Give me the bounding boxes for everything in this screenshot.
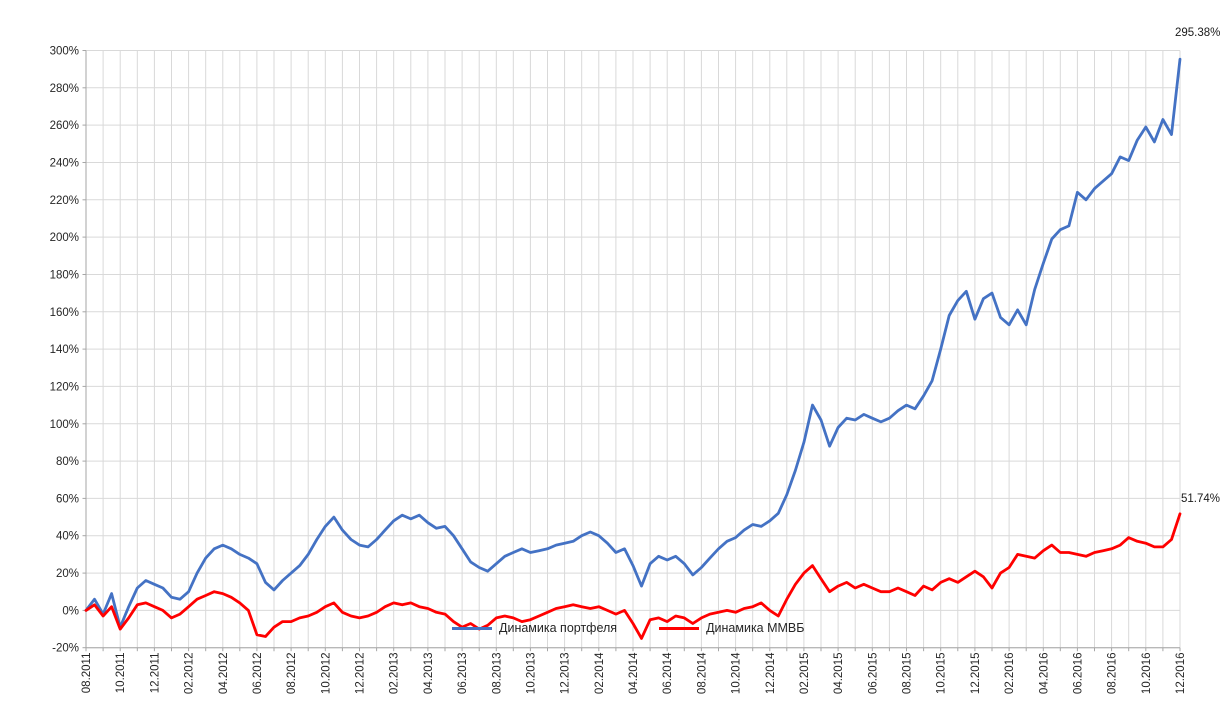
x-tick-label: 10.2014 bbox=[731, 652, 743, 694]
x-tick-label: 02.2015 bbox=[799, 653, 811, 695]
x-tick-label: 04.2014 bbox=[628, 652, 640, 694]
y-tick-label: 160% bbox=[50, 307, 79, 319]
x-tick-label: 08.2013 bbox=[491, 653, 503, 695]
y-tick-label: 60% bbox=[56, 493, 79, 505]
y-tick-label: 80% bbox=[56, 456, 79, 468]
x-tick-label: 04.2016 bbox=[1038, 653, 1050, 695]
x-tick-label: 04.2015 bbox=[833, 653, 845, 695]
x-tick-label: 12.2011 bbox=[149, 653, 161, 694]
legend-item-portfolio: Динамика портфеля bbox=[452, 621, 617, 635]
x-tick-label: 08.2012 bbox=[286, 653, 298, 695]
x-tick-label: 06.2014 bbox=[662, 652, 674, 694]
x-tick-label: 10.2013 bbox=[525, 653, 537, 695]
x-tick-label: 02.2014 bbox=[594, 652, 606, 694]
y-tick-label: 0% bbox=[62, 605, 79, 617]
legend-item-mmvb: Динамика ММВБ bbox=[659, 621, 804, 635]
x-tick-label: 06.2016 bbox=[1072, 653, 1084, 695]
x-tick-label: 06.2013 bbox=[457, 653, 469, 695]
portfolio-end-label: 295.38% bbox=[1175, 27, 1221, 39]
mmvb-end-label: 51.74% bbox=[1181, 493, 1221, 505]
mmvb-line bbox=[84, 512, 1182, 640]
y-tick-label: 260% bbox=[50, 120, 79, 132]
y-tick-label: 100% bbox=[50, 419, 79, 431]
x-tick-label: 04.2013 bbox=[423, 653, 435, 695]
x-tick-label: 10.2016 bbox=[1141, 653, 1153, 695]
legend: Динамика портфеля Динамика ММВБ bbox=[452, 621, 804, 635]
x-tick-label: 08.2015 bbox=[902, 653, 914, 695]
x-tick-label: 06.2012 bbox=[252, 653, 264, 695]
y-tick-label: 20% bbox=[56, 568, 79, 580]
y-tick-label: 180% bbox=[50, 270, 79, 282]
y-tick-label: 240% bbox=[50, 158, 79, 170]
x-tick-label: 12.2015 bbox=[970, 653, 982, 695]
y-tick-label: 300% bbox=[50, 46, 79, 58]
x-tick-label: 10.2012 bbox=[320, 653, 332, 695]
x-tick-label: 10.2015 bbox=[936, 653, 948, 695]
x-tick-label: 12.2014 bbox=[765, 652, 777, 694]
x-tick-label: 12.2012 bbox=[355, 653, 367, 695]
y-tick-label: 140% bbox=[50, 344, 79, 356]
y-tick-label: 220% bbox=[50, 195, 79, 207]
y-tick-label: 280% bbox=[50, 83, 79, 95]
x-tick-label: 08.2014 bbox=[696, 652, 708, 694]
portfolio-line-swatch bbox=[452, 626, 492, 630]
mmvb-line-swatch bbox=[659, 626, 700, 630]
x-tick-label: 02.2016 bbox=[1004, 653, 1016, 695]
y-tick-label: 40% bbox=[56, 531, 79, 543]
x-tick-label: 08.2016 bbox=[1107, 653, 1119, 695]
y-tick-label: 120% bbox=[50, 381, 79, 393]
x-tick-label: 02.2013 bbox=[389, 653, 401, 695]
y-tick-label: 200% bbox=[50, 232, 79, 244]
portfolio-line bbox=[84, 57, 1182, 629]
x-tick-label: 02.2012 bbox=[184, 653, 196, 695]
portfolio-legend-label: Динамика портфеля bbox=[499, 621, 618, 635]
x-tick-label: 04.2012 bbox=[218, 653, 230, 695]
y-tick-label: -20% bbox=[52, 643, 79, 655]
x-tick-label: 06.2015 bbox=[867, 653, 879, 695]
x-tick-label: 08.2011 bbox=[81, 653, 93, 694]
mmvb-legend-label: Динамика ММВБ bbox=[706, 621, 805, 635]
x-tick-label: 12.2013 bbox=[560, 653, 572, 695]
x-tick-label: 10.2011 bbox=[115, 653, 127, 694]
x-tick-label: 12.2016 bbox=[1175, 653, 1187, 695]
